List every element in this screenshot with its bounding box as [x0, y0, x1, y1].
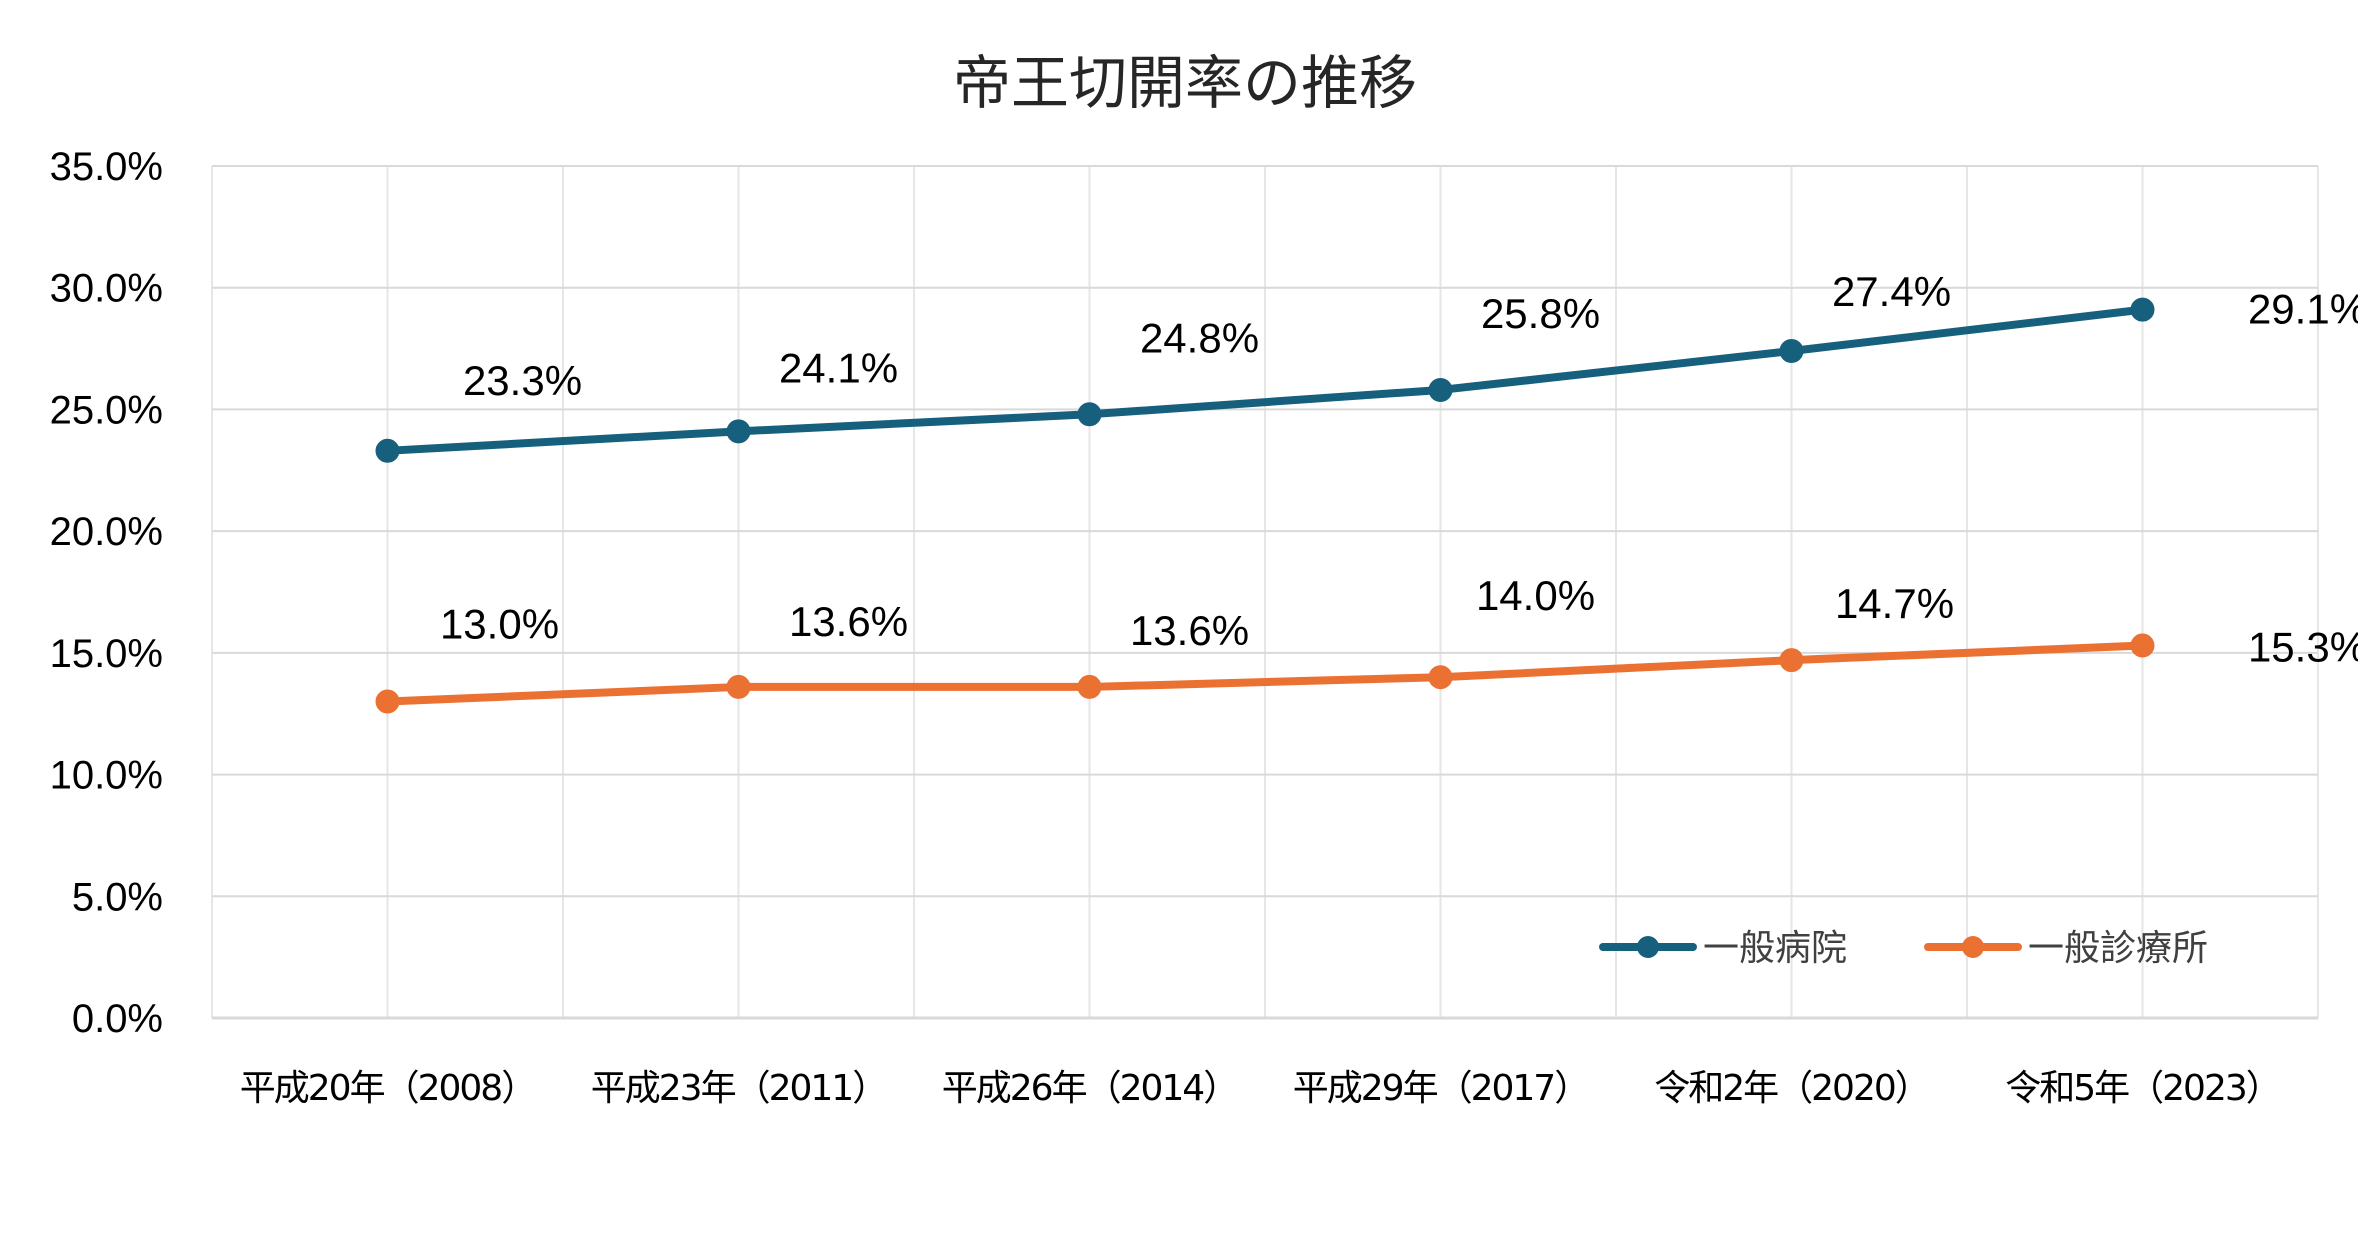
data-label: 24.8%: [1140, 314, 1259, 361]
data-point: [1428, 665, 1453, 690]
data-label: 13.0%: [440, 601, 559, 648]
legend-swatch-marker: [1962, 936, 1984, 958]
data-point: [2130, 297, 2155, 322]
series-group: [375, 297, 2155, 714]
data-label: 24.1%: [779, 344, 898, 391]
data-point: [1077, 674, 1102, 699]
y-tick-label: 35.0%: [50, 145, 163, 189]
chart-title: 帝王切開率の推移: [953, 49, 1417, 117]
data-label: 25.8%: [1481, 290, 1600, 337]
data-label: 14.7%: [1835, 580, 1954, 627]
legend-swatch-marker: [1637, 936, 1659, 958]
series-line: [383, 305, 2147, 455]
y-tick-label: 15.0%: [50, 632, 163, 676]
data-labels: 23.3% 24.1% 24.8% 25.8% 27.4% 29.1% 13.0% 13.6%…: [440, 268, 2358, 671]
x-tick-label: 令和5年（2023）: [2005, 1068, 2280, 1109]
axes: 0.0% 5.0% 10.0% 15.0% 20.0% 25.0% 30.0% 35.0% 平成…: [50, 145, 2318, 1109]
data-point: [726, 419, 751, 444]
data-label: 15.3%: [2248, 624, 2358, 671]
data-label: 27.4%: [1832, 268, 1951, 315]
y-tick-label: 20.0%: [50, 510, 163, 554]
gridlines: [211, 165, 2319, 1018]
data-point: [375, 438, 400, 463]
data-point: [2130, 633, 2155, 658]
data-label: 13.6%: [789, 598, 908, 645]
x-tick-label: 平成23年（2011）: [591, 1068, 886, 1109]
data-point: [1428, 377, 1453, 402]
y-tick-label: 30.0%: [50, 267, 163, 311]
data-point: [375, 689, 400, 714]
data-label: 29.1%: [2248, 286, 2358, 333]
y-tick-label: 25.0%: [50, 388, 163, 432]
x-tick-label: 平成26年（2014）: [942, 1068, 1237, 1109]
data-point: [1077, 402, 1102, 427]
data-label: 13.6%: [1130, 607, 1249, 654]
x-tick-label: 平成20年（2008）: [240, 1068, 535, 1109]
x-tick-label: 令和2年（2020）: [1654, 1068, 1929, 1109]
data-label: 14.0%: [1476, 572, 1595, 619]
y-tick-label: 10.0%: [50, 754, 163, 798]
data-point: [1779, 339, 1804, 364]
data-point: [726, 674, 751, 699]
series-line: [383, 641, 2147, 706]
legend: 一般病院 一般診療所: [1599, 928, 2208, 969]
y-tick-label: 0.0%: [72, 997, 163, 1041]
data-label: 23.3%: [463, 357, 582, 404]
x-tick-label: 平成29年（2017）: [1293, 1068, 1588, 1109]
legend-label: 一般診療所: [2028, 928, 2208, 969]
legend-label: 一般病院: [1703, 928, 1847, 969]
y-tick-label: 5.0%: [72, 875, 163, 919]
data-point: [1779, 648, 1804, 673]
